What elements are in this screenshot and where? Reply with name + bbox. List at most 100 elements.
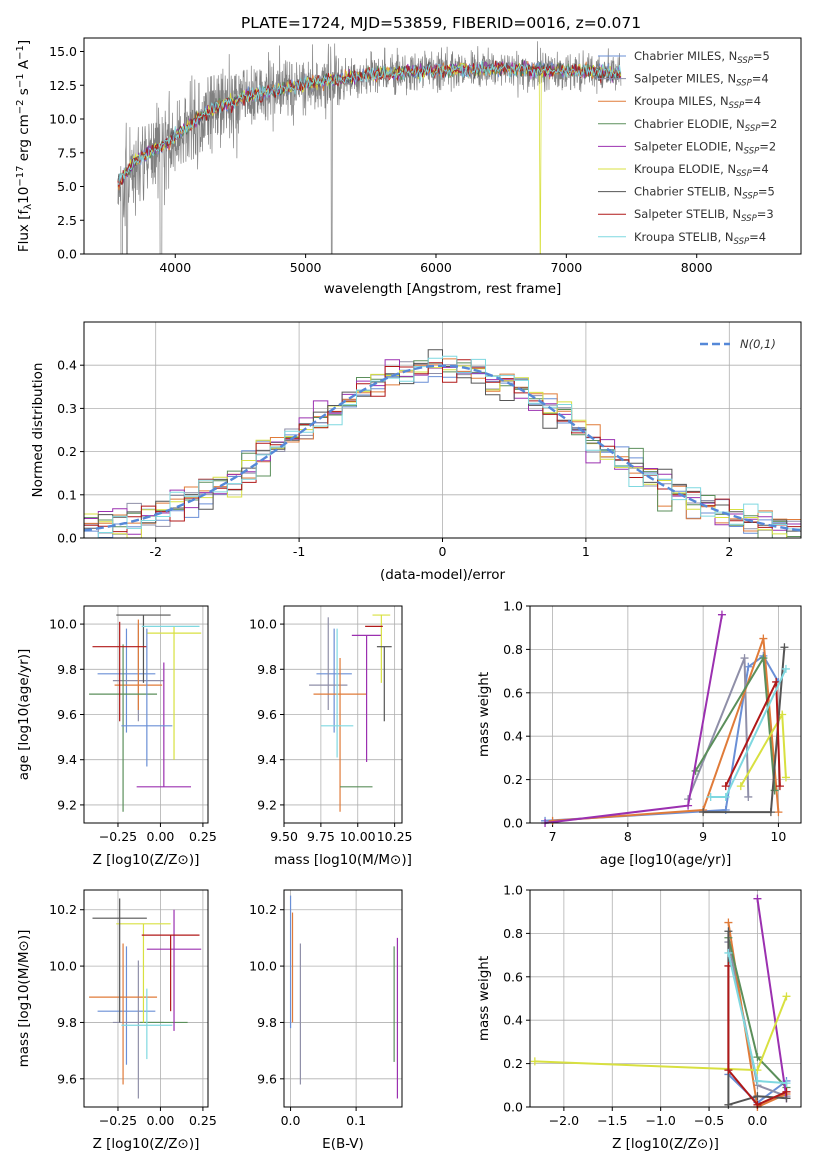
mass-weight-marker <box>766 808 775 817</box>
y-tick-label: 0.6 <box>503 685 523 700</box>
y-tick-label: 0.4 <box>57 358 77 373</box>
y-tick-label: 0.0 <box>57 531 77 546</box>
spectrum-y-axis-label: Flux [fλ10−17 erg cm−2 s−1 A−1] <box>15 40 34 252</box>
y-tick-label: 9.6 <box>257 707 277 722</box>
x-tick-label: 6000 <box>420 260 452 275</box>
mass-weight-marker <box>753 894 762 903</box>
x-tick-label: 10 <box>770 829 786 844</box>
legend-sub: SSP <box>736 79 752 89</box>
mass-weight-marker <box>753 1092 762 1101</box>
x-tick-label: −2.0 <box>549 1113 579 1128</box>
residual-histogram <box>84 355 801 538</box>
y-tick-label: 9.4 <box>57 752 77 767</box>
mass_vs_ebv-frame <box>283 889 403 1108</box>
y-tick-label: 1.0 <box>503 883 523 898</box>
age_vs_mass-frame <box>283 605 403 824</box>
x-tick-label: 7 <box>549 829 557 844</box>
legend-entry: Salpeter ELODIE, NSSP=2 <box>634 139 776 156</box>
y-tick-label: 9.4 <box>257 752 277 767</box>
legend-n: =2 <box>759 139 776 153</box>
mass-weight-marker <box>736 782 745 791</box>
age_vs_Z-axes: −0.25 0.00 0.25 9.2 9.4 9.6 9.8 10.0 <box>49 606 217 844</box>
x-tick-label: −0.25 <box>99 829 137 844</box>
y-tick-label: 5.0 <box>57 179 77 194</box>
x-tick-label: 5000 <box>290 260 322 275</box>
x-tick-label: 0.00 <box>147 829 175 844</box>
x-tick-label: −1.5 <box>597 1113 627 1128</box>
mass-weight-marker <box>781 773 790 782</box>
x-axis-label: age [log10(age/yr)] <box>600 852 732 868</box>
mass_vs_Z-frame <box>83 889 209 1108</box>
age_vs_Z-frame <box>83 605 209 824</box>
x-axis-label: (data-model)/error <box>380 567 506 583</box>
mass-weight-marker <box>721 782 730 791</box>
x-axis-label: Z [log10(Z/Z⊙)] <box>93 1136 200 1152</box>
x-tick-label: 10.00 <box>340 829 376 844</box>
mass-weight-marker <box>699 808 708 817</box>
x-axis-label: Z [log10(Z/Z⊙)] <box>93 852 200 868</box>
mass_vs_ebv-axes: 0.0 0.1 9.6 9.8 10.0 10.2 <box>249 890 402 1128</box>
y-tick-label: 1.0 <box>503 599 523 614</box>
x-tick-label: 0.1 <box>346 1113 366 1128</box>
legend-name: Kroupa STELIB, N <box>634 230 734 244</box>
mass-weight-marker <box>684 801 693 810</box>
legend-sub: SSP <box>744 146 760 156</box>
legend-entry: Salpeter MILES, NSSP=4 <box>634 72 769 89</box>
y-tick-label: 0.0 <box>503 816 523 831</box>
mass-weight-marker <box>724 1100 733 1109</box>
mass-weight-line <box>545 654 780 822</box>
legend-name: Chabrier MILES, N <box>634 49 737 63</box>
legend-entry: Kroupa MILES, NSSP=4 <box>634 94 761 111</box>
mass-weight-line <box>756 898 788 1099</box>
x-tick-label: 2 <box>725 544 733 559</box>
legend-sub: SSP <box>745 124 761 134</box>
legend-n: =3 <box>757 207 774 221</box>
mass-weight-marker <box>782 1079 791 1088</box>
mass-weight-marker <box>782 992 791 1001</box>
mass-weight-line <box>544 614 723 824</box>
legend-name: Salpeter STELIB, N <box>634 207 741 221</box>
spectrum-frame <box>83 37 802 255</box>
legend-sub: SSP <box>741 214 757 224</box>
mass-weight-marker <box>706 792 715 801</box>
y-axis-label: Normed distribution <box>30 363 46 498</box>
y-tick-label: 0.8 <box>503 642 523 657</box>
x-tick-label: -2 <box>149 544 161 559</box>
y-tick-label: 12.5 <box>49 78 77 93</box>
x-tick-label: 1 <box>582 544 590 559</box>
mass-weight-marker <box>717 610 726 619</box>
y-tick-label: 2.5 <box>57 213 77 228</box>
weight_vs_age-frame <box>529 605 802 824</box>
legend-name: Salpeter ELODIE, N <box>634 139 744 153</box>
y-axis-label: mass weight <box>476 672 492 757</box>
y-tick-label: 0.2 <box>503 772 523 787</box>
y-tick-label: 10.0 <box>249 617 277 632</box>
legend-sub: SSP <box>734 237 750 247</box>
x-axis-label: wavelength [Angstrom, rest frame] <box>324 281 562 297</box>
y-tick-label: 0.0 <box>57 247 77 262</box>
mass-weight-marker <box>759 654 768 663</box>
x-tick-label: 9 <box>699 829 707 844</box>
label-part: s <box>16 88 32 99</box>
legend-n: =5 <box>753 49 770 63</box>
mass_vs_Z-axes: −0.25 0.00 0.25 9.6 9.8 10.0 10.2 <box>49 890 217 1128</box>
legend-n: =2 <box>760 117 777 131</box>
label-part: Flux [f <box>16 209 32 253</box>
x-tick-label: 10.25 <box>377 829 413 844</box>
legend-name: Kroupa ELODIE, N <box>634 162 736 176</box>
x-tick-label: 8000 <box>681 260 713 275</box>
mass-weight-marker <box>782 1087 791 1096</box>
x-tick-label: 9.50 <box>270 829 298 844</box>
legend-entry: Salpeter STELIB, NSSP=3 <box>634 207 774 224</box>
legend-sub: SSP <box>742 192 758 202</box>
x-tick-label: 8 <box>624 829 632 844</box>
y-tick-label: 10.0 <box>49 617 77 632</box>
residuals-frame <box>83 321 802 539</box>
y-tick-label: 0.6 <box>503 969 523 984</box>
x-tick-label: 0.25 <box>189 829 217 844</box>
label-part: λ <box>23 204 34 210</box>
y-tick-label: 7.5 <box>57 145 77 160</box>
legend-sub: SSP <box>736 169 752 179</box>
y-tick-label: 9.8 <box>57 1015 77 1030</box>
x-tick-label: 7000 <box>550 260 582 275</box>
